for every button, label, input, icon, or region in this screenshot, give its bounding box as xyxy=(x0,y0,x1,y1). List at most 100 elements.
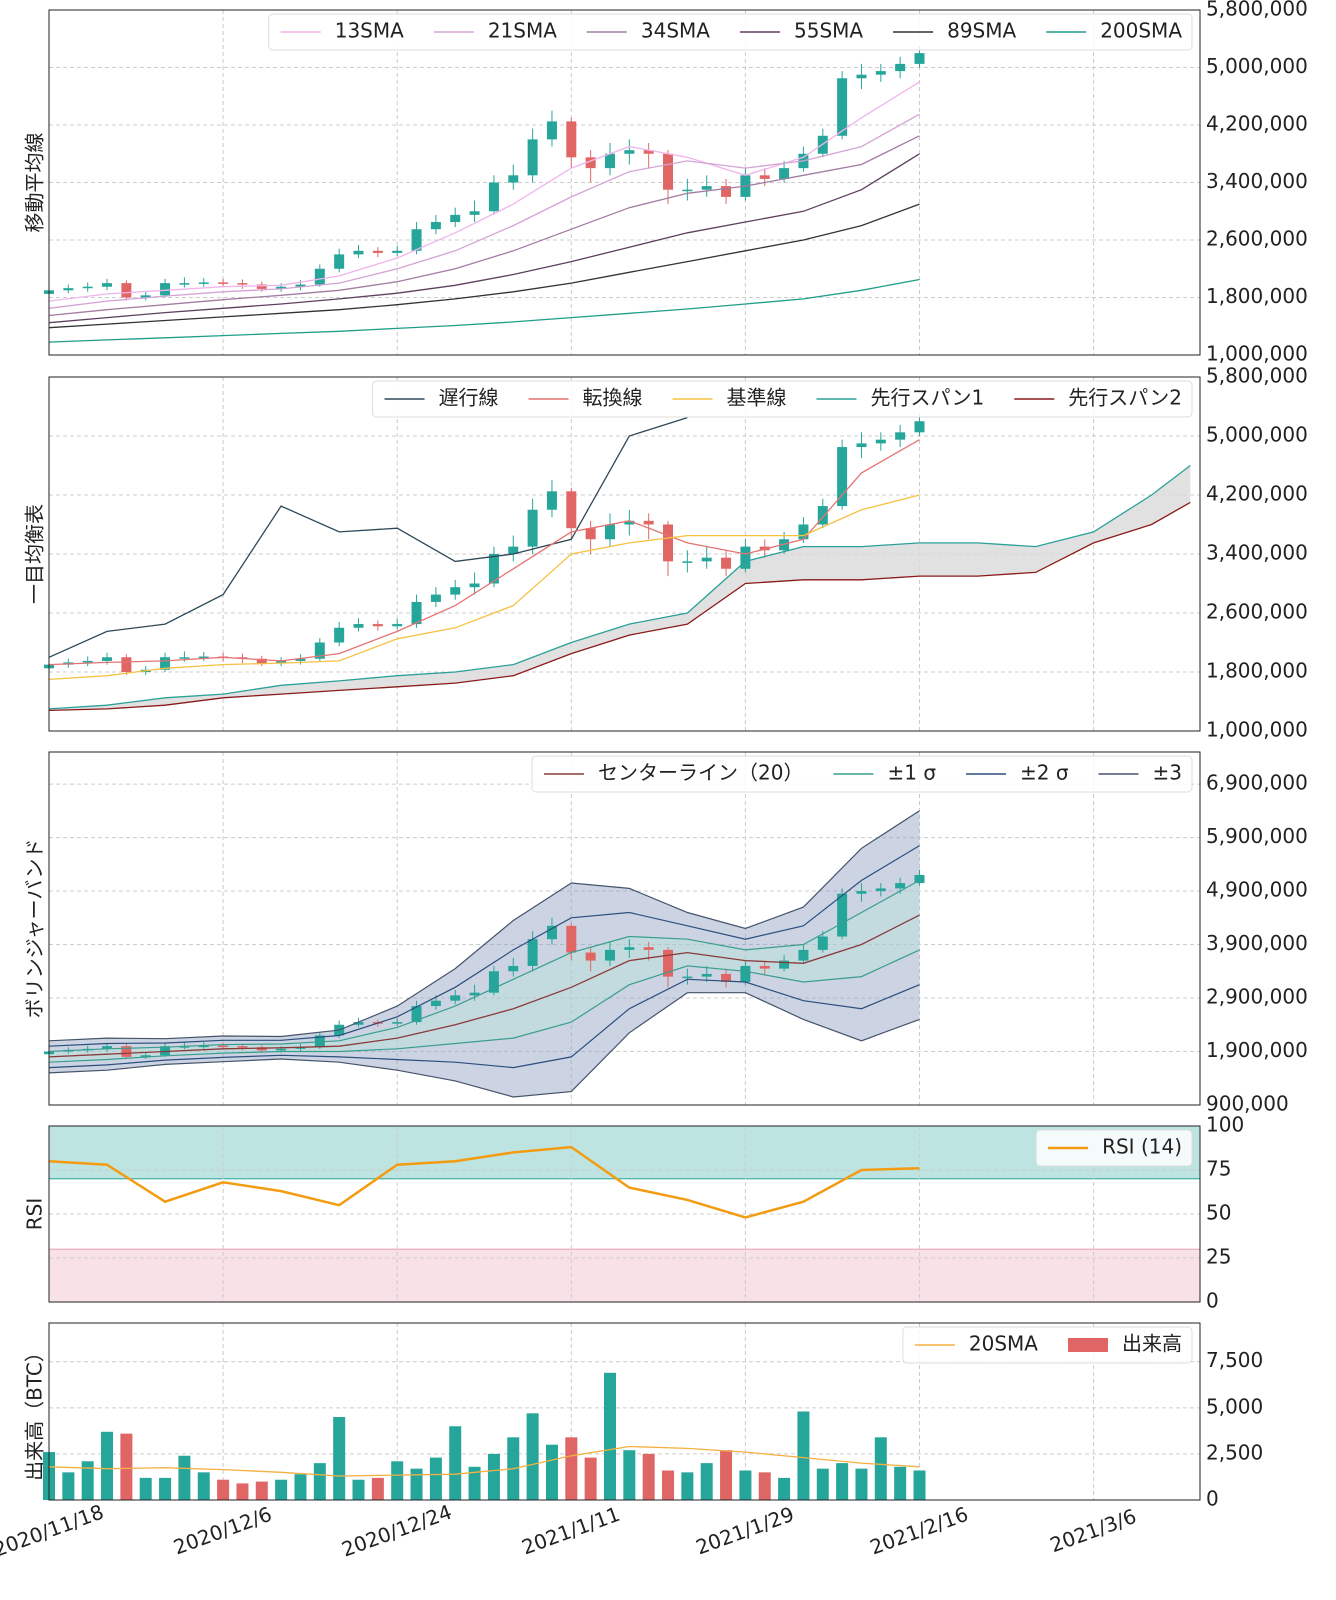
panel-frame xyxy=(48,1125,1201,1303)
legend-key xyxy=(1068,1338,1108,1352)
candle-body xyxy=(63,288,74,291)
candle-body xyxy=(237,283,248,285)
candle-body xyxy=(82,660,93,663)
candle-body xyxy=(102,283,113,287)
candle-body xyxy=(914,53,925,64)
legend-box xyxy=(902,1326,1193,1364)
candle-body xyxy=(604,153,615,169)
volume-bar xyxy=(120,1433,133,1500)
volume-bar xyxy=(313,1463,326,1500)
volume-bar xyxy=(101,1431,114,1500)
volume-bar xyxy=(487,1453,500,1500)
candle-body xyxy=(701,557,712,562)
volume-bar xyxy=(449,1426,462,1500)
series-line xyxy=(48,278,920,343)
series-line xyxy=(48,1145,920,1219)
x-tick-label: 2021/1/11 xyxy=(518,1502,623,1560)
y-tick-label: 2,600,000 xyxy=(1206,227,1308,251)
volume-bar xyxy=(584,1457,597,1500)
candle-body xyxy=(604,524,615,540)
volume-bar xyxy=(468,1466,481,1500)
candle-body xyxy=(759,965,770,969)
candle-body xyxy=(779,960,790,969)
volume-bar xyxy=(642,1453,655,1500)
legend-label: 89SMA xyxy=(947,19,1016,43)
candle-body xyxy=(856,891,867,894)
volume-bar xyxy=(565,1437,578,1500)
candle-body xyxy=(295,284,306,287)
legend-label: センターライン（20） xyxy=(598,761,803,785)
volume-bar xyxy=(81,1461,94,1500)
band-line xyxy=(48,992,920,1098)
candle-body xyxy=(179,283,190,285)
y-tick-label: 3,400,000 xyxy=(1206,541,1308,565)
candle-body xyxy=(121,283,132,298)
band-line xyxy=(48,810,920,1042)
volume-bar xyxy=(352,1479,365,1500)
volume-bar xyxy=(275,1479,288,1500)
candle-body xyxy=(469,992,480,996)
y-tick-label: 25 xyxy=(1206,1245,1231,1269)
candle-body xyxy=(663,153,674,190)
candle-body xyxy=(508,965,519,972)
candle-body xyxy=(895,432,906,440)
volume-bar xyxy=(255,1481,268,1500)
legend-label: ±3 xyxy=(1153,761,1182,785)
volume-bar xyxy=(623,1450,636,1500)
y-tick-label: 5,900,000 xyxy=(1206,824,1308,848)
candle-body xyxy=(604,949,615,961)
candle-body xyxy=(837,447,848,507)
volume-bar xyxy=(700,1463,713,1500)
y-tick-label: 6,900,000 xyxy=(1206,771,1308,795)
candle-body xyxy=(798,524,809,540)
series-line xyxy=(48,135,920,317)
band-line xyxy=(48,949,920,1063)
volume-bar xyxy=(429,1457,442,1500)
y-tick-label: 4,900,000 xyxy=(1206,878,1308,902)
volume-bar xyxy=(874,1437,887,1500)
candle-body xyxy=(837,78,848,136)
x-tick-label: 2020/11/18 xyxy=(0,1500,107,1562)
candle-body xyxy=(102,1046,113,1049)
volume-bar xyxy=(333,1417,346,1500)
candle-body xyxy=(160,283,171,296)
legend: RSI (14) xyxy=(1035,1129,1193,1167)
candle-body xyxy=(914,421,925,433)
candle-body xyxy=(682,189,693,192)
candle-body xyxy=(701,973,712,977)
candle-body xyxy=(276,286,287,289)
candle-body xyxy=(546,925,557,940)
y-tick-label: 4,200,000 xyxy=(1206,482,1308,506)
x-tick-label: 2020/12/24 xyxy=(338,1500,455,1562)
candle-body xyxy=(875,71,886,75)
legend-box xyxy=(372,380,1193,418)
candle-body xyxy=(914,875,925,884)
candle-body xyxy=(624,150,635,154)
series-line xyxy=(48,153,920,324)
y-tick-label: 0 xyxy=(1206,1289,1219,1313)
legend-label: 20SMA xyxy=(969,1332,1038,1356)
legend-label: 基準線 xyxy=(727,386,787,410)
candle-body xyxy=(353,1022,364,1025)
candle-body xyxy=(566,121,577,158)
candle-body xyxy=(450,995,461,1001)
legend: 20SMA 出来高 xyxy=(902,1326,1193,1364)
series-line xyxy=(48,464,1191,710)
legend: 13SMA 21SMA 34SMA 55SMA 89SMA 200SMA xyxy=(268,13,1193,51)
candle-body xyxy=(682,561,693,563)
candle-body xyxy=(508,175,519,183)
candle-body xyxy=(527,509,538,547)
y-tick-label: 5,000 xyxy=(1206,1394,1263,1418)
candle-body xyxy=(334,627,345,643)
y-axis-label: 出来高（BTC） xyxy=(23,1342,47,1481)
candle-body xyxy=(276,1048,287,1051)
candle-body xyxy=(546,491,557,510)
band-line xyxy=(48,879,920,1053)
volume-bar xyxy=(139,1477,152,1500)
y-tick-label: 5,800,000 xyxy=(1206,364,1308,388)
candle-body xyxy=(875,888,886,892)
volume-bar xyxy=(758,1472,771,1500)
candle-body xyxy=(372,250,383,253)
candle-body xyxy=(488,971,499,993)
